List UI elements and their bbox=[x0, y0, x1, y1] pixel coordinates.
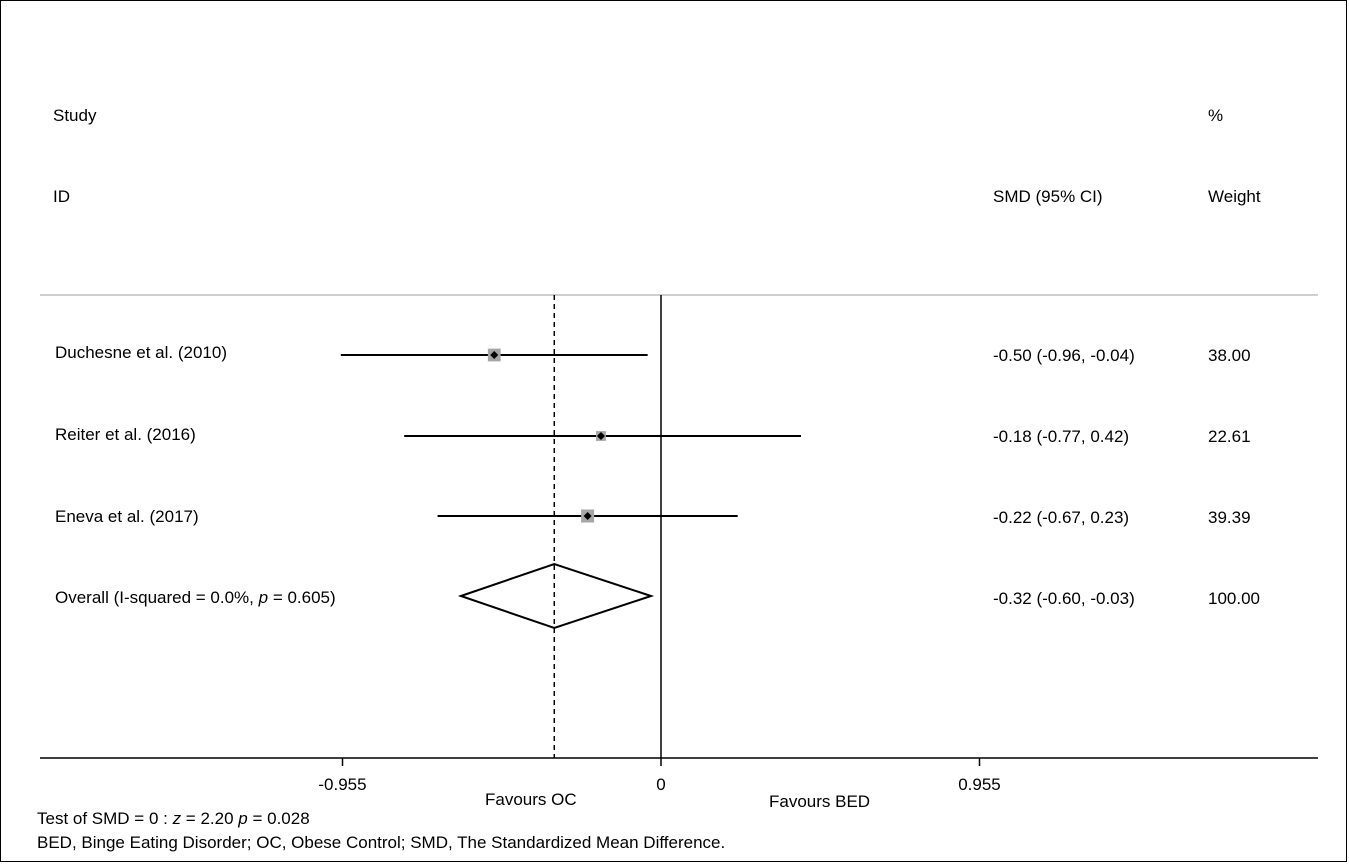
header-weight: Weight bbox=[1208, 187, 1261, 206]
point-estimate bbox=[596, 432, 605, 440]
point-estimate bbox=[490, 351, 499, 359]
study-label: Duchesne et al. (2010) bbox=[55, 343, 227, 362]
x-tick-label: 0 bbox=[656, 775, 665, 794]
abbreviations-note: BED, Binge Eating Disorder; OC, Obese Co… bbox=[37, 833, 726, 852]
study-smd-ci: -0.22 (-0.67, 0.23) bbox=[993, 508, 1130, 527]
overall-label: Overall (I-squared = 0.0%, p = 0.605) bbox=[55, 588, 336, 607]
study-weight: 39.39 bbox=[1208, 508, 1251, 527]
favours-right-label: Favours BED bbox=[769, 792, 871, 811]
study-label: Reiter et al. (2016) bbox=[55, 425, 196, 444]
header-smd-ci: SMD (95% CI) bbox=[993, 187, 1103, 206]
study-label: Eneva et al. (2017) bbox=[55, 507, 199, 526]
header-study: Study bbox=[53, 106, 97, 125]
header-id: ID bbox=[53, 187, 70, 206]
overall-weight: 100.00 bbox=[1208, 589, 1260, 608]
x-tick-label: -0.955 bbox=[318, 775, 366, 794]
point-estimate bbox=[583, 512, 592, 520]
test-statistic-note: Test of SMD = 0 : z = 2.20 p = 0.028 bbox=[37, 809, 310, 828]
study-smd-ci: -0.50 (-0.96, -0.04) bbox=[993, 346, 1135, 365]
header-percent: % bbox=[1208, 106, 1224, 125]
study-weight: 22.61 bbox=[1208, 427, 1251, 446]
x-tick-label: 0.955 bbox=[958, 775, 1001, 794]
overall-smd-ci: -0.32 (-0.60, -0.03) bbox=[993, 589, 1135, 608]
study-weight: 38.00 bbox=[1208, 346, 1251, 365]
overall-diamond bbox=[457, 562, 655, 630]
favours-left-label: Favours OC bbox=[485, 790, 577, 809]
study-smd-ci: -0.18 (-0.77, 0.42) bbox=[993, 427, 1130, 446]
